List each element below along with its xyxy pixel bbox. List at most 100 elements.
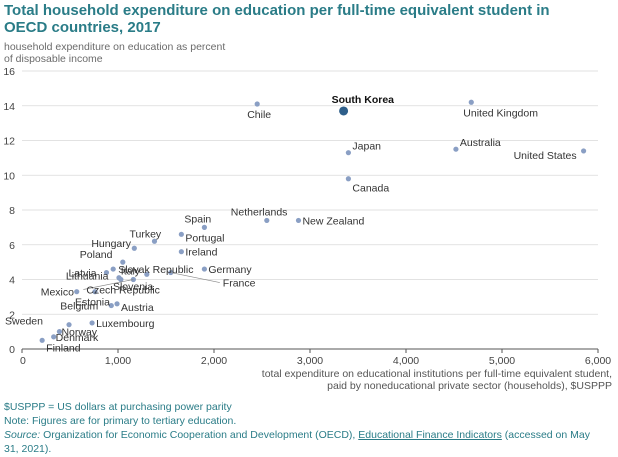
point-italy: [144, 271, 150, 277]
source-link[interactable]: Educational Finance Indicators: [358, 429, 502, 441]
label-chile: Chile: [247, 109, 271, 121]
point-netherlands: [264, 217, 270, 224]
label-france: France: [223, 278, 256, 290]
footnotes: $USPPP = US dollars at purchasing power …: [4, 400, 604, 456]
point-france: [168, 269, 174, 276]
point-norway: [56, 329, 63, 335]
label-austria: Austria: [121, 302, 154, 314]
label-portugal: Portugal: [185, 232, 224, 244]
point-hungary: [131, 245, 137, 251]
y-tick-label: 8: [9, 205, 15, 217]
label-italy: Italy: [121, 265, 141, 277]
y-axis-label-line-2: of disposable income: [4, 53, 103, 65]
x-tick-label: 2,000: [201, 355, 227, 367]
y-axis-label-line-1: household expenditure on education as pe…: [4, 41, 226, 53]
label-finland: Finland: [46, 342, 81, 354]
label-spain: Spain: [184, 213, 211, 225]
point-sweden: [66, 322, 72, 328]
data-labels: South Korea Chile United Kingdom Australia U…: [5, 94, 577, 354]
label-turkey: Turkey: [129, 228, 161, 240]
y-tick-label: 6: [9, 240, 15, 252]
point-portugal: [178, 231, 184, 237]
point-chile: [254, 101, 260, 107]
x-tick-label: 4,000: [393, 355, 419, 367]
gridlines: [22, 70, 598, 315]
source-line: Source: Organization for Economic Cooper…: [4, 428, 604, 456]
label-canada: Canada: [352, 183, 389, 195]
source-tail: (accessed on May 31, 2021).: [4, 429, 590, 455]
point-japan: [345, 150, 351, 156]
point-canada: [345, 176, 351, 182]
label-south-korea: South Korea: [332, 94, 395, 106]
x-tick-label: 0: [20, 355, 26, 367]
point-spain: [201, 224, 207, 230]
chart-title: Total household expenditure on education…: [4, 2, 604, 36]
point-estonia: [92, 289, 98, 295]
y-tick-label: 16: [3, 66, 15, 78]
leader-line: [170, 272, 220, 283]
point-australia: [453, 146, 459, 152]
point-finland: [39, 337, 45, 343]
source-text: Organization for Economic Cooperation an…: [43, 429, 356, 441]
label-denmark: Denmark: [56, 332, 99, 344]
label-latvia: Latvia: [68, 268, 96, 280]
x-tick-label: 5,000: [489, 355, 515, 367]
label-lithuania: Lithuania: [66, 271, 109, 283]
x-tick-label: 3,000: [297, 355, 323, 367]
point-ireland: [178, 249, 184, 255]
source-label: Source:: [4, 429, 41, 441]
label-poland: Poland: [80, 249, 113, 261]
point-south-korea: [339, 106, 349, 116]
label-ireland: Ireland: [185, 247, 217, 259]
y-tick-label: 12: [3, 136, 15, 148]
point-luxembourg: [89, 320, 95, 326]
note-scope: Note: Figures are for primary to tertiar…: [4, 415, 237, 427]
x-axis-label: total expenditure on educational institu…: [192, 368, 612, 392]
y-tick-label: 0: [9, 344, 15, 356]
point-germany: [201, 266, 207, 272]
chart-title-line-2: OECD countries, 2017: [4, 19, 161, 36]
label-sweden: Sweden: [5, 316, 43, 328]
tick-labels: 0 2 4 6 8 10 12 14 16 0 1,000 2,000 3,000 4,000 5,000 6…: [3, 66, 611, 367]
x-axis-label-line-1: total expenditure on educational institu…: [261, 368, 612, 380]
label-slovenia: Slovenia: [113, 281, 153, 293]
x-axis-label-line-2: paid by noneducational private sector (h…: [327, 380, 612, 392]
point-slovenia: [116, 275, 122, 281]
point-united-states: [581, 148, 587, 154]
axes: [21, 348, 599, 353]
label-netherlands: Netherlands: [231, 206, 288, 218]
label-estonia: Estonia: [75, 297, 110, 309]
point-austria: [114, 301, 120, 307]
label-belgium: Belgium: [60, 301, 98, 313]
point-slovak-republic: [110, 266, 116, 272]
label-norway: Norway: [61, 327, 97, 339]
label-japan: Japan: [352, 141, 381, 153]
point-mexico: [74, 289, 80, 295]
y-axis-label: household expenditure on education as pe…: [4, 41, 304, 65]
point-poland: [120, 259, 126, 265]
label-luxembourg: Luxembourg: [96, 318, 155, 330]
label-united-states: United States: [514, 150, 577, 162]
x-tick-label: 1,000: [105, 355, 131, 367]
point-united-kingdom: [468, 99, 474, 105]
point-new-zealand: [295, 217, 302, 224]
label-australia: Australia: [460, 137, 501, 149]
point-denmark: [51, 334, 57, 340]
note-currency: $USPPP = US dollars at purchasing power …: [4, 401, 232, 413]
label-mexico: Mexico: [41, 287, 74, 299]
leader-line: [83, 279, 134, 290]
label-united-kingdom: United Kingdom: [463, 107, 538, 119]
y-tick-label: 10: [3, 170, 15, 182]
label-hungary: Hungary: [91, 238, 131, 250]
x-tick-label: 6,000: [585, 355, 611, 367]
label-new-zealand: New Zealand: [302, 215, 364, 227]
point-latvia: [103, 269, 110, 276]
label-czech-republic: Czech Republic: [86, 285, 160, 297]
y-tick-label: 14: [3, 101, 15, 113]
y-tick-label: 2: [9, 309, 15, 321]
scatter-chart: 0 2 4 6 8 10 12 14 16 0 1,000 2,000 3,000 4,000 5,000 6…: [3, 66, 611, 367]
data-points: [39, 99, 587, 343]
chart-title-line-1: Total household expenditure on education…: [4, 2, 550, 19]
label-germany: Germany: [208, 264, 252, 276]
point-belgium: [108, 302, 114, 309]
